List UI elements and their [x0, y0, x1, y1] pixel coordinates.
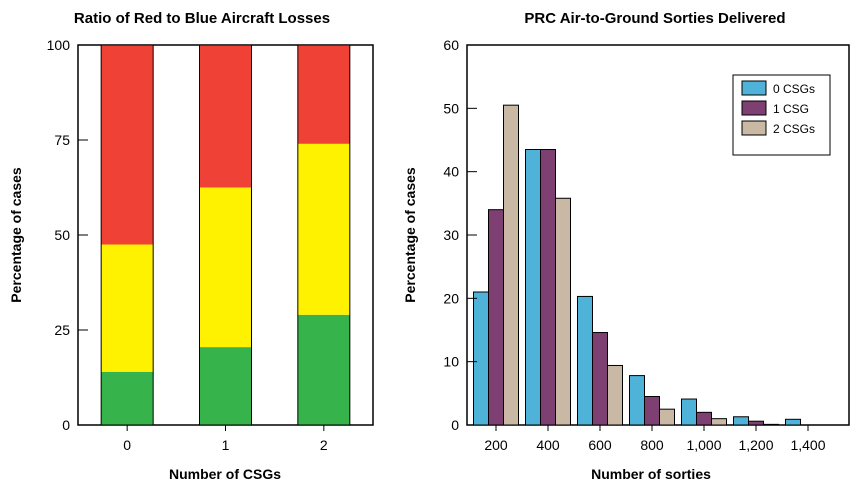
grouped-bar: [503, 104, 519, 426]
grouped-bar: [763, 423, 779, 426]
left-chart-title: Ratio of Red to Blue Aircraft Losses: [74, 10, 330, 27]
x-tick-label: 400: [536, 437, 560, 453]
y-tick-label: 100: [47, 37, 71, 53]
x-tick-label: 200: [484, 437, 508, 453]
left-bars: [100, 44, 351, 426]
left-y-axis-ticks: 0 25 50 75 100: [47, 37, 88, 433]
y-tick-label: 0: [62, 417, 70, 433]
grouped-bar: [696, 411, 712, 426]
grouped-bar: [644, 396, 660, 426]
right-y-axis-ticks: 0 10 20 30 40 50 60: [443, 37, 477, 433]
left-x-axis-label: Number of CSGs: [169, 466, 281, 482]
grouped-bar: [748, 420, 764, 426]
legend-label: 1 CSG: [773, 102, 809, 116]
x-tick-label: 2: [320, 437, 328, 453]
grouped-bar: [659, 408, 675, 426]
right-chart-title: PRC Air-to-Ground Sorties Delivered: [524, 10, 785, 27]
right-bars: [473, 104, 801, 426]
stacked-bar-segment: [101, 371, 154, 425]
y-tick-label: 10: [443, 354, 459, 370]
legend-swatch: [741, 80, 767, 96]
grouped-bar: [473, 291, 489, 426]
grouped-bar: [488, 209, 504, 426]
stacked-bar-segment: [101, 45, 154, 245]
grouped-bar: [733, 416, 749, 426]
y-tick-label: 30: [443, 227, 459, 243]
right-x-axis-label: Number of sorties: [591, 466, 711, 482]
y-tick-label: 60: [443, 37, 459, 53]
left-x-axis-ticks: 0 1 2: [123, 425, 328, 453]
grouped-bar: [711, 418, 727, 426]
grouped-bar: [555, 197, 571, 426]
y-tick-label: 50: [54, 227, 70, 243]
grouped-bar: [540, 149, 556, 426]
x-tick-label: 1,400: [790, 437, 825, 453]
right-y-axis-label: Percentage of cases: [402, 167, 418, 303]
grouped-bar: [607, 364, 623, 426]
x-tick-label: 800: [640, 437, 664, 453]
stacked-bar-segment: [199, 45, 252, 188]
y-tick-label: 0: [451, 417, 459, 433]
grouped-bar: [681, 398, 697, 426]
legend-swatch: [741, 100, 767, 116]
y-tick-label: 20: [443, 290, 459, 306]
stacked-bar-segment: [297, 45, 350, 144]
stacked-bar-segment: [297, 314, 350, 425]
x-tick-label: 600: [588, 437, 612, 453]
grouped-bar: [592, 332, 608, 426]
legend-items: 0 CSGs 1 CSG 2 CSGs: [741, 80, 815, 136]
x-tick-label: 0: [123, 437, 131, 453]
x-tick-label: 1,000: [686, 437, 721, 453]
grouped-bar: [577, 295, 593, 426]
stacked-bar-segment: [297, 143, 350, 315]
y-tick-label: 75: [54, 132, 70, 148]
y-tick-label: 40: [443, 164, 459, 180]
right-x-axis-ticks: 200 400 600 800 1,000 1,200 1,400: [484, 425, 826, 453]
stacked-bar-segment: [101, 244, 154, 372]
stacked-bar-chart: Ratio of Red to Blue Aircraft Losses 025…: [8, 10, 374, 482]
legend-swatch: [741, 120, 767, 136]
stacked-bar-segment: [199, 347, 252, 425]
grouped-bar: [629, 375, 645, 426]
x-tick-label: 1,200: [738, 437, 773, 453]
legend-label: 0 CSGs: [773, 82, 815, 96]
grouped-bar-chart: PRC Air-to-Ground Sorties Delivered 0 10 2…: [402, 10, 850, 482]
x-tick-label: 1: [222, 437, 230, 453]
grouped-bar: [525, 149, 541, 426]
left-y-axis-label: Percentage of cases: [8, 167, 24, 303]
y-tick-label: 50: [443, 100, 459, 116]
legend-label: 2 CSGs: [773, 122, 815, 136]
stacked-bar-segment: [199, 187, 252, 348]
legend: 0 CSGs 1 CSG 2 CSGs: [732, 74, 831, 156]
y-tick-label: 25: [54, 322, 70, 338]
grouped-bar: [785, 418, 801, 426]
